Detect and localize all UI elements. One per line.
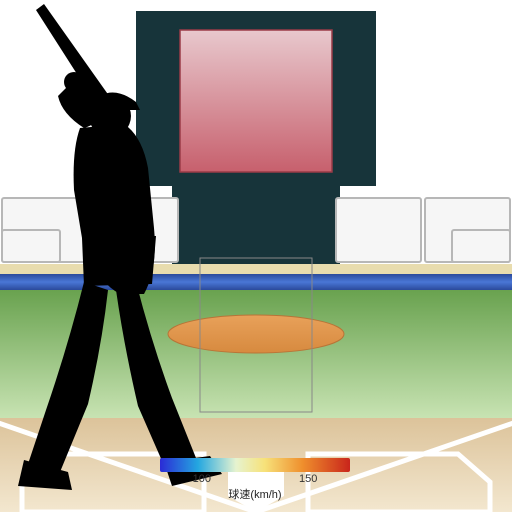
scene-svg bbox=[0, 0, 512, 512]
speed-legend-gradient bbox=[160, 458, 350, 472]
pitch-chart-stage: 100 150 球速(km/h) bbox=[0, 0, 512, 512]
speed-legend-ticks: 100 150 bbox=[160, 472, 350, 486]
speed-legend-label: 球速(km/h) bbox=[160, 486, 350, 502]
speed-legend: 100 150 球速(km/h) bbox=[160, 458, 350, 502]
speed-tick-max: 150 bbox=[299, 473, 317, 485]
speed-tick-min: 100 bbox=[193, 473, 211, 485]
